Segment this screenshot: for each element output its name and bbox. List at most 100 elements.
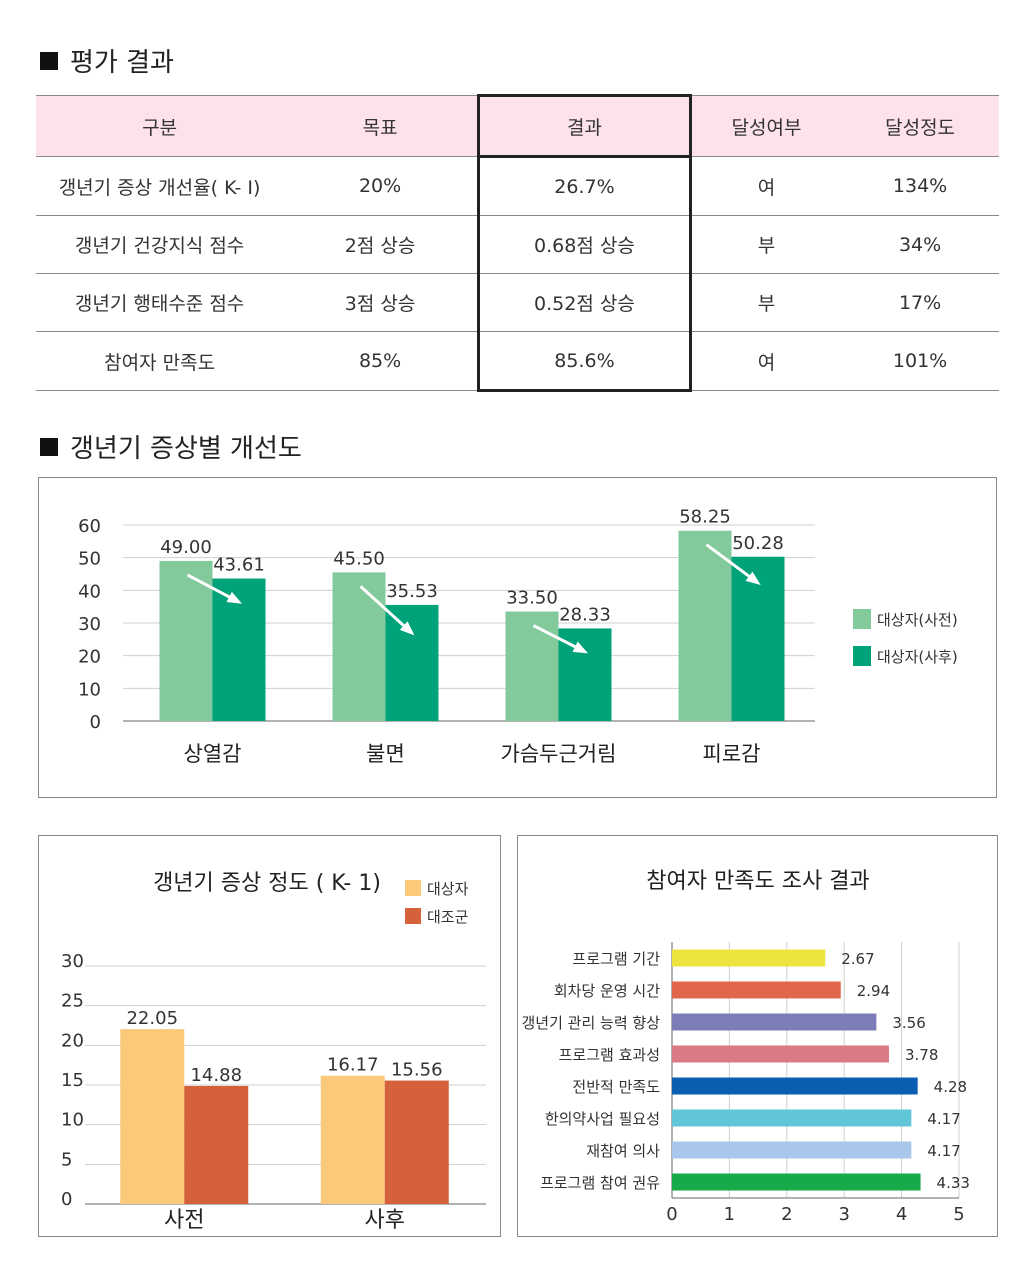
cell-target: 85% xyxy=(283,331,479,391)
y-tick-label: 한의약사업 필요성 xyxy=(545,1110,660,1128)
data-label: 4.28 xyxy=(934,1078,967,1096)
y-tick-label: 50 xyxy=(78,549,101,570)
x-tick-label: 상열감 xyxy=(184,742,242,766)
eval-section-title: 평가 결과 xyxy=(40,42,174,79)
bar xyxy=(159,560,213,721)
bar xyxy=(120,1029,185,1204)
cell-category: 참여자 만족도 xyxy=(36,331,284,391)
header-achievement-rate: 달성정도 xyxy=(841,95,999,157)
legend-label: 대상자 xyxy=(427,880,469,898)
cell-rate: 17% xyxy=(841,273,999,332)
data-label: 2.94 xyxy=(857,982,890,1000)
y-tick-label: 갱년기 관리 능력 향상 xyxy=(521,1014,660,1032)
x-tick-label: 1 xyxy=(724,1204,735,1225)
arrow-head-icon xyxy=(572,641,589,654)
legend-swatch xyxy=(405,908,421,924)
data-label: 22.05 xyxy=(126,1008,178,1029)
bar xyxy=(320,1075,385,1204)
y-tick-label: 40 xyxy=(78,581,101,602)
decrease-arrow xyxy=(705,543,759,584)
data-label: 4.17 xyxy=(927,1142,960,1160)
bar xyxy=(672,1109,912,1127)
bar xyxy=(672,1141,912,1159)
table-row: 갱년기 건강지식 점수 2점 상승 0.68점 상승 부 34% xyxy=(36,215,999,274)
table-header-row: 구분 목표 결과 달성여부 달성정도 xyxy=(36,94,999,158)
x-tick-label: 가슴두근거림 xyxy=(501,742,617,766)
y-tick-label: 25 xyxy=(61,991,84,1012)
x-tick-label: 5 xyxy=(953,1204,964,1225)
square-bullet-icon xyxy=(40,51,58,70)
bar xyxy=(672,1045,889,1063)
bar xyxy=(385,604,439,721)
data-label: 3.78 xyxy=(905,1046,938,1064)
y-tick-label: 0 xyxy=(90,712,101,733)
bar xyxy=(505,611,559,721)
bar xyxy=(678,530,732,721)
data-label: 3.56 xyxy=(892,1014,925,1032)
cell-category: 갱년기 행태수준 점수 xyxy=(36,273,284,332)
header-achieved: 달성여부 xyxy=(690,95,842,157)
cell-achieved: 부 xyxy=(690,273,842,332)
y-tick-label: 15 xyxy=(61,1070,84,1091)
data-label: 58.25 xyxy=(679,507,731,528)
k1-severity-panel: 갱년기 증상 정도 ( K- 1) 0 5 10 15 20 25 30 22.05 14.88 사… xyxy=(38,835,501,1237)
cell-achieved: 여 xyxy=(690,331,842,391)
bar xyxy=(672,1077,918,1095)
k1-severity-chart: 갱년기 증상 정도 ( K- 1) 0 5 10 15 20 25 30 22.05 14.88 사… xyxy=(61,871,486,1233)
y-tick-label: 프로그램 기간 xyxy=(572,950,660,968)
y-tick-label: 재참여 의사 xyxy=(586,1142,660,1160)
table-row: 갱년기 증상 개선율( K- I) 20% 26.7% 여 134% xyxy=(36,155,999,216)
legend-label: 대상자(사전) xyxy=(877,611,958,629)
arrow-head-icon xyxy=(226,591,243,604)
x-tick-label: 4 xyxy=(896,1204,907,1225)
data-label: 2.67 xyxy=(841,950,874,968)
y-tick-label: 30 xyxy=(78,614,101,635)
legend-swatch xyxy=(853,609,871,629)
cell-result: 0.52점 상승 xyxy=(477,273,692,332)
y-tick-label: 10 xyxy=(61,1110,84,1131)
data-label: 50.28 xyxy=(732,533,784,554)
data-label: 4.33 xyxy=(937,1174,970,1192)
y-tick-label: 0 xyxy=(61,1189,72,1210)
cell-achieved: 여 xyxy=(690,156,842,216)
y-tick-label: 프로그램 참여 권유 xyxy=(540,1174,660,1192)
data-label: 14.88 xyxy=(190,1065,242,1086)
data-label: 16.17 xyxy=(327,1055,379,1076)
x-tick-label: 사전 xyxy=(164,1208,204,1233)
x-tick-label: 2 xyxy=(781,1204,792,1225)
cell-target: 20% xyxy=(283,156,479,216)
x-tick-label: 0 xyxy=(666,1204,677,1225)
header-target: 목표 xyxy=(283,95,479,157)
legend-swatch xyxy=(405,880,421,896)
y-tick-label: 30 xyxy=(61,951,84,972)
chart-title: 갱년기 증상 정도 ( K- 1) xyxy=(153,871,381,896)
bar xyxy=(332,572,386,721)
data-label: 28.33 xyxy=(559,604,611,625)
y-tick-label: 프로그램 효과성 xyxy=(559,1046,660,1064)
bar xyxy=(672,1013,877,1031)
y-tick-label: 10 xyxy=(78,679,101,700)
bar xyxy=(184,1085,249,1204)
data-label: 35.53 xyxy=(386,581,438,602)
x-tick-label: 불면 xyxy=(366,742,405,766)
data-label: 49.00 xyxy=(160,537,212,558)
chart1-section-title: 갱년기 증상별 개선도 xyxy=(40,428,302,465)
data-label: 15.56 xyxy=(391,1060,443,1081)
arrow-head-icon xyxy=(745,571,761,585)
cell-result: 85.6% xyxy=(477,331,692,392)
legend-label: 대상자(사후) xyxy=(877,648,958,666)
decrease-arrow xyxy=(359,585,413,634)
data-label: 33.50 xyxy=(506,588,558,609)
satisfaction-chart: 참여자 만족도 조사 결과 0 1 2 3 4 5 2.67 프로그램 기간 2.94 회차당 운영… xyxy=(521,869,970,1225)
y-tick-label: 회차당 운영 시간 xyxy=(554,982,660,1000)
header-result: 결과 xyxy=(477,94,692,158)
bar xyxy=(212,578,266,721)
satisfaction-panel: 참여자 만족도 조사 결과 0 1 2 3 4 5 2.67 프로그램 기간 2.94 회차당 운영… xyxy=(517,835,998,1237)
chart1-title-text: 갱년기 증상별 개선도 xyxy=(70,434,302,464)
cell-result: 26.7% xyxy=(477,155,692,216)
bar xyxy=(672,981,841,999)
y-tick-label: 20 xyxy=(78,647,101,668)
y-tick-label: 5 xyxy=(61,1149,72,1170)
y-tick-label: 20 xyxy=(61,1030,84,1051)
